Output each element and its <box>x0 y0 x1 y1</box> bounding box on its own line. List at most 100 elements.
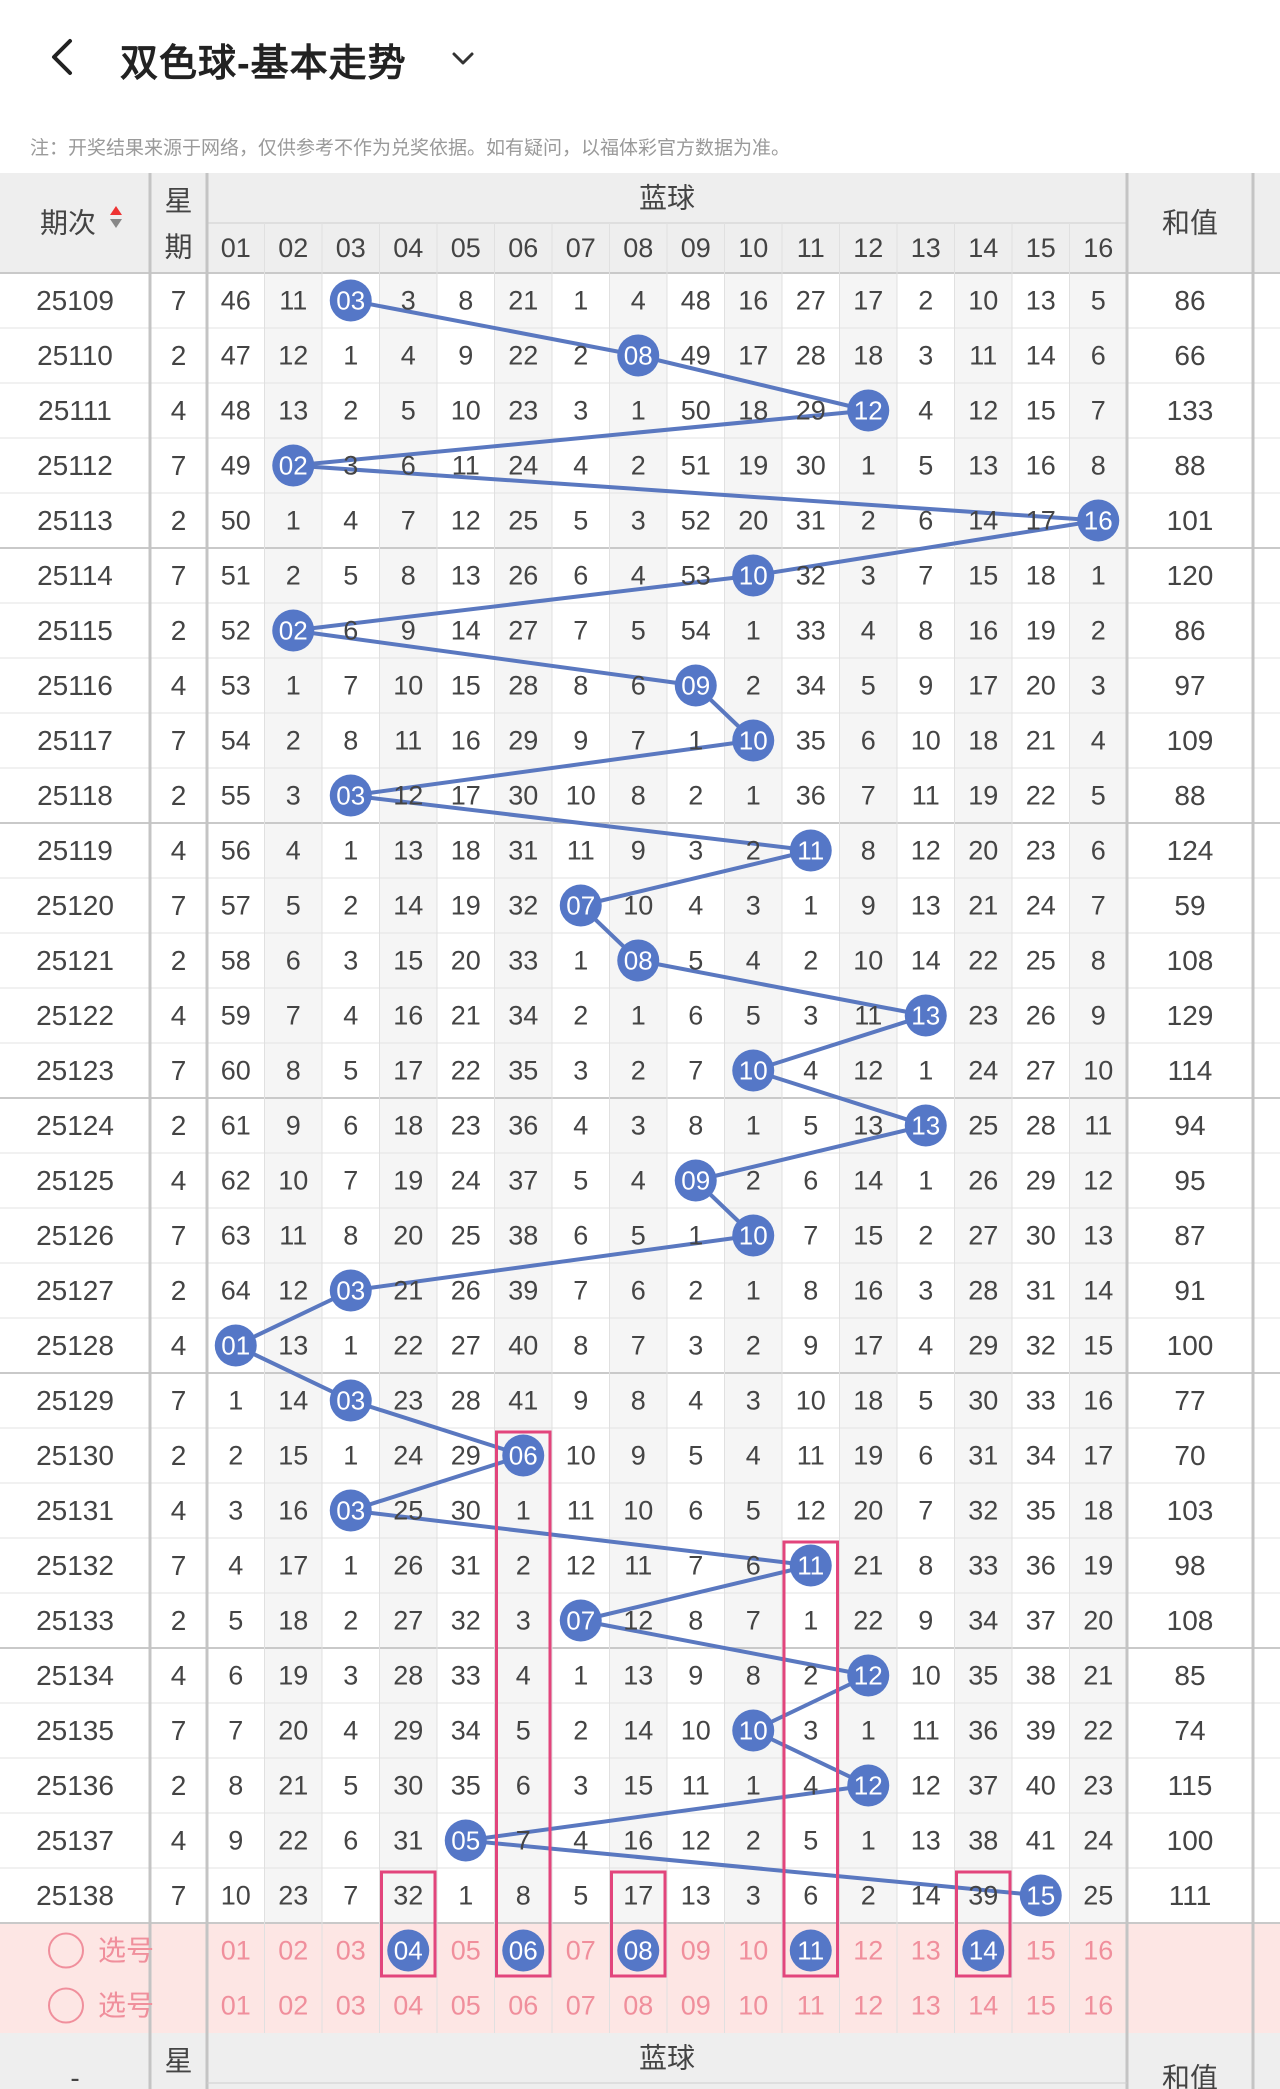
back-arrow-icon[interactable] <box>40 35 84 79</box>
sum-cell: 111 <box>1169 1880 1212 1911</box>
pick-number-13[interactable]: 13 <box>911 1936 941 1966</box>
omission-value: 10 <box>796 1386 826 1416</box>
pick-number-07[interactable]: 07 <box>566 1991 596 2021</box>
pick-label[interactable]: 选号 <box>98 1935 154 1966</box>
period-cell: 25129 <box>36 1385 114 1416</box>
omission-value: 7 <box>228 1716 243 1746</box>
omission-value: 21 <box>393 1276 423 1306</box>
omission-value: 6 <box>803 1166 818 1196</box>
omission-value: 17 <box>393 1056 423 1086</box>
omission-value: 12 <box>278 341 308 371</box>
omission-value: 9 <box>803 1331 818 1361</box>
pick-number-15[interactable]: 15 <box>1026 1936 1056 1966</box>
omission-value: 9 <box>688 1661 703 1691</box>
pick-row[interactable]: 选号 01 02 03 04 05 06 07 08 09 10 11 12 13 14 15 16 <box>48 1929 1113 1972</box>
period-cell: 25113 <box>37 505 113 536</box>
omission-value: 38 <box>508 1221 538 1251</box>
sum-cell: 114 <box>1168 1055 1213 1086</box>
selected-ball[interactable] <box>962 1929 1005 1972</box>
pick-number-04[interactable]: 04 <box>393 1991 423 2021</box>
selected-ball[interactable] <box>502 1929 545 1972</box>
radio-circle-icon[interactable] <box>48 1932 84 1969</box>
omission-value: 2 <box>688 1276 703 1306</box>
pick-number-12[interactable]: 12 <box>853 1991 883 2021</box>
omission-value: 35 <box>796 726 826 756</box>
pick-number-02[interactable]: 02 <box>278 1991 308 2021</box>
pick-number-14[interactable]: 14 <box>968 1991 998 2021</box>
sum-cell: 74 <box>1174 1715 1205 1746</box>
omission-value: 18 <box>393 1111 423 1141</box>
omission-value: 7 <box>631 726 646 756</box>
omission-value: 28 <box>508 671 538 701</box>
pick-number-15[interactable]: 15 <box>1026 1991 1056 2021</box>
omission-value: 2 <box>286 726 301 756</box>
pick-number-07[interactable]: 07 <box>566 1936 596 1966</box>
omission-value: 5 <box>918 451 933 481</box>
omission-value: 36 <box>1026 1551 1056 1581</box>
sum-cell: 129 <box>1167 1000 1214 1031</box>
omission-value: 4 <box>573 1111 588 1141</box>
selected-ball[interactable] <box>617 1929 660 1972</box>
pick-number-16[interactable]: 16 <box>1083 1936 1113 1966</box>
omission-value: 27 <box>451 1331 481 1361</box>
pick-number-10[interactable]: 10 <box>738 1936 768 1966</box>
omission-value: 25 <box>451 1221 481 1251</box>
omission-value: 3 <box>401 286 416 316</box>
sum-cell: 98 <box>1174 1550 1205 1581</box>
omission-value: 4 <box>918 1331 933 1361</box>
number-header-03: 03 <box>336 233 366 263</box>
pick-number-09[interactable]: 09 <box>681 1991 711 2021</box>
omission-value: 33 <box>1026 1386 1056 1416</box>
pick-number-12[interactable]: 12 <box>853 1936 883 1966</box>
week-cell: 7 <box>171 560 187 591</box>
pick-number-16[interactable]: 16 <box>1083 1991 1113 2021</box>
omission-value: 2 <box>516 1551 531 1581</box>
drawn-ball-number: 16 <box>1084 506 1113 536</box>
column-header-period: 期次 <box>40 208 96 239</box>
pick-number-09[interactable]: 09 <box>681 1936 711 1966</box>
pick-number-08[interactable]: 08 <box>623 1991 653 2021</box>
sum-cell: 108 <box>1167 945 1214 976</box>
pick-number-13[interactable]: 13 <box>911 1991 941 2021</box>
omission-value: 22 <box>1026 781 1056 811</box>
table-row: 25138 7 10 23 7 32 1 8 5 17 13 3 6 2 14 39 15 25 111 <box>36 1874 1212 1917</box>
sort-down-arrow <box>110 219 122 228</box>
omission-value: 7 <box>746 1606 761 1636</box>
omission-value: 40 <box>508 1331 538 1361</box>
table-row: 25121 2 58 6 3 15 20 33 1 08 5 4 2 10 14 22 25 8 108 <box>36 939 1214 982</box>
pick-number-03[interactable]: 03 <box>336 1991 366 2021</box>
drawn-ball-number: 13 <box>911 1111 940 1141</box>
pick-number-06[interactable]: 06 <box>508 1991 538 2021</box>
pick-number-02[interactable]: 02 <box>278 1936 308 1966</box>
drawn-ball-number: 02 <box>279 451 308 481</box>
pick-label[interactable]: 选号 <box>98 1990 154 2021</box>
selected-ball[interactable] <box>789 1929 832 1972</box>
drawn-ball-number: 03 <box>336 1386 365 1416</box>
selected-ball-number[interactable]: 08 <box>624 1936 653 1966</box>
pick-number-05[interactable]: 05 <box>451 1991 481 2021</box>
pick-number-05[interactable]: 05 <box>451 1936 481 1966</box>
pick-number-01[interactable]: 01 <box>221 1936 251 1966</box>
chevron-down-icon[interactable] <box>448 44 478 74</box>
selected-ball-number[interactable]: 06 <box>509 1936 538 1966</box>
omission-value: 5 <box>343 561 358 591</box>
omission-value: 30 <box>796 451 826 481</box>
omission-value: 7 <box>516 1826 531 1856</box>
selected-ball-number[interactable]: 04 <box>394 1936 423 1966</box>
pick-number-10[interactable]: 10 <box>738 1991 768 2021</box>
sort-icon[interactable] <box>110 206 122 228</box>
pick-row[interactable]: 选号 01 02 03 04 05 06 07 08 09 10 11 12 13 14 15 16 <box>48 1987 1113 2024</box>
radio-circle-icon[interactable] <box>48 1987 84 2024</box>
omission-value: 15 <box>1083 1331 1113 1361</box>
sum-cell: 115 <box>1168 1770 1213 1801</box>
omission-value: 31 <box>1026 1276 1056 1306</box>
selected-ball-number[interactable]: 11 <box>797 1936 824 1966</box>
pick-number-11[interactable]: 11 <box>797 1991 825 2021</box>
selected-ball-number[interactable]: 14 <box>969 1936 998 1966</box>
omission-value: 48 <box>221 396 251 426</box>
omission-value: 31 <box>451 1551 481 1581</box>
pick-number-03[interactable]: 03 <box>336 1936 366 1966</box>
omission-value: 11 <box>279 1221 307 1251</box>
pick-number-01[interactable]: 01 <box>221 1991 251 2021</box>
selected-ball[interactable] <box>387 1929 430 1972</box>
